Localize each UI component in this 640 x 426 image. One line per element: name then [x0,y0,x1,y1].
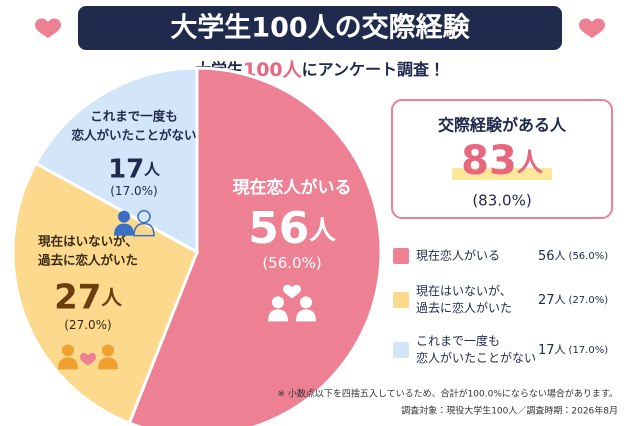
slice-value-unit: 人 [308,215,336,246]
legend-value-unit: 人 [555,249,566,262]
icon [58,344,118,370]
legend-value-unit: 人 [555,343,566,356]
legend-value-number: 56 [538,249,555,264]
legend-label: 現在恋人がいる [416,248,500,263]
person-icon [300,296,312,309]
legend-label: これまで一度も [416,334,500,348]
legend-value-unit: 人 [555,293,566,306]
subtitle-highlight: 100人 [243,59,303,81]
footnote: ※ 小数点以下を四捨五入しているため、合計が100.0%にならない場合があります… [277,388,618,400]
person-icon [133,222,155,237]
footnote: 調査対象：現役大学生100人／調査時期：2026年8月 [401,405,618,417]
slice-label: 現在恋人がいる [233,177,352,198]
legend-label: 過去に恋人がいた [416,300,512,315]
person-icon [114,223,134,236]
slice-value-number: 56 [248,203,309,254]
heart-icon [579,18,605,38]
callout-percent: (83.0%) [472,192,531,210]
slice-percent: (27.0%) [64,318,111,332]
pie-slice [33,66,199,255]
callout-number: 83 [461,138,517,184]
person-icon [137,209,151,224]
pie [11,66,383,426]
person-icon [98,357,118,370]
person-icon [62,344,74,357]
slice-value-unit: 人 [100,286,122,310]
legend-swatch [393,342,409,358]
slice-label: これまで一度も [90,109,178,124]
heart-icon [35,18,61,38]
legend-value: 17人 (17.0%) [538,343,608,358]
icon [114,209,155,237]
callout-box [391,99,613,219]
slice-percent: (17.0%) [110,184,157,198]
pie-slice [127,66,383,426]
person-icon [118,210,130,223]
slice-label: 恋人がいたことがない [71,128,196,143]
legend-label: 恋人がいたことがない [416,350,536,365]
slice-value: 17人 [108,154,160,184]
subtitle-text: にアンケート調査！ [302,60,445,79]
slice-value-number: 17 [108,154,144,184]
title-banner [78,6,562,50]
legend-value: 27人 (27.0%) [538,293,608,308]
slice-value-unit: 人 [143,160,160,178]
heart-icon [80,352,96,366]
person-icon [102,344,114,357]
legend-value: 56人 (56.0%) [538,249,608,264]
callout-title: 交際経験がある人 [438,116,567,135]
slice-label: 過去に恋人がいた [38,253,138,268]
subtitle: 大学生100人にアンケート調査！ [195,59,445,81]
callout-value: 83人 [461,138,544,184]
pie-labels: 現在恋人がいる56人(56.0%)現在はいないが、過去に恋人がいた27人(27.… [38,109,352,370]
person-icon [268,309,288,322]
icon [268,284,316,322]
legend-label: 現在はいないが、 [416,283,512,298]
slice-value-number: 27 [54,277,101,317]
slice-value: 27人 [54,277,122,317]
title: 大学生100人の交際経験 [170,12,470,44]
legend-value-number: 17 [538,343,555,358]
slice-value: 56人 [248,203,336,254]
legend-percent: (17.0%) [569,345,609,356]
heart-icon [283,284,301,299]
person-icon [272,296,284,309]
legend-swatch [393,248,409,264]
legend-percent: (56.0%) [569,251,609,262]
callout-unit: 人 [516,148,544,178]
legend-percent: (27.0%) [569,295,609,306]
legend-value-number: 27 [538,293,555,308]
person-icon [296,309,316,322]
legend-swatch [393,292,409,308]
slice-percent: (56.0%) [262,254,321,272]
slice-label: 現在はいないが、 [38,234,138,249]
person-icon [58,357,78,370]
highlight-marker [452,168,552,180]
